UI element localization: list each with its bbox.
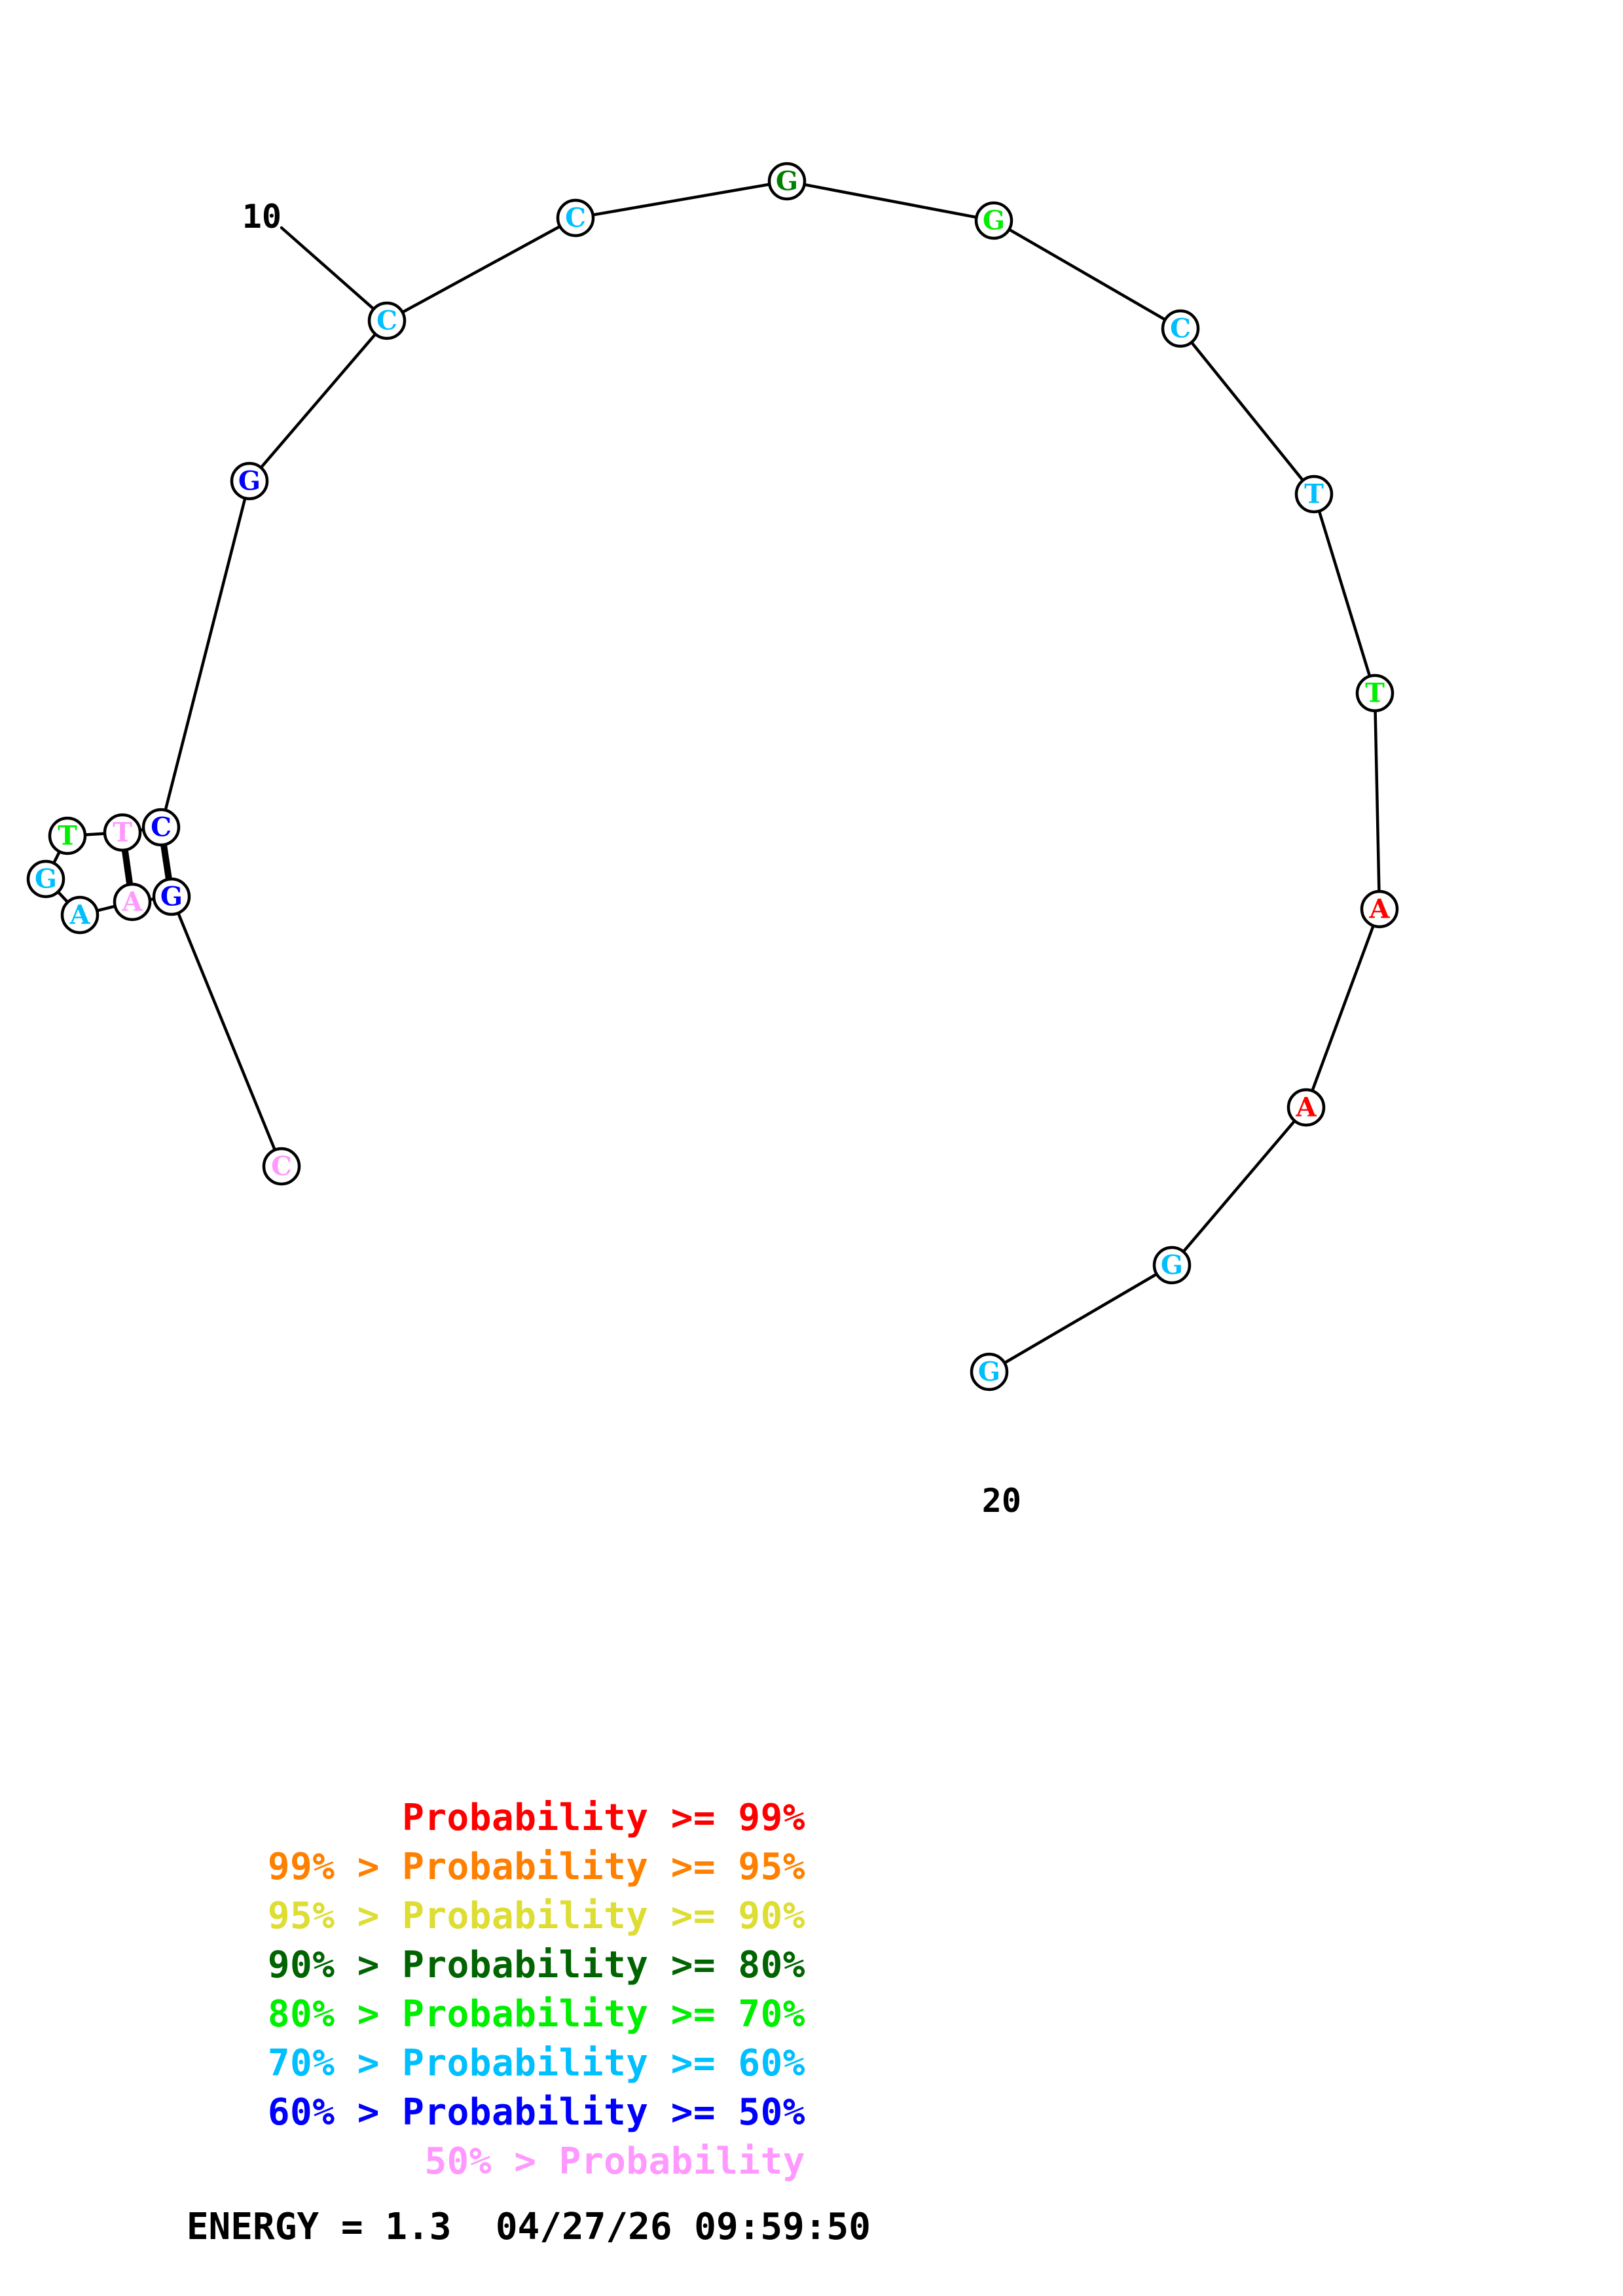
base-circle	[1360, 889, 1399, 929]
base-node-3: A	[113, 882, 152, 922]
legend-row-0: Probability >= 99%	[133, 1797, 805, 1839]
base-circle	[767, 162, 807, 201]
base-node-1: C	[262, 1147, 301, 1186]
base-letter: A	[121, 887, 143, 918]
base-letter: T	[1365, 678, 1385, 709]
index-tick-line	[280, 226, 375, 310]
base-node-5: G	[26, 859, 65, 899]
base-letter: T	[58, 821, 77, 852]
base-node-14: C	[1161, 309, 1200, 348]
base-letter: G	[238, 466, 261, 497]
backbone-segment	[1008, 228, 1167, 321]
base-letter: C	[271, 1151, 292, 1182]
base-letter: C	[565, 203, 586, 234]
base-letter: G	[983, 206, 1005, 236]
index-label-layer: 10 20	[242, 198, 1021, 1520]
base-circle	[367, 301, 407, 340]
index-tick-layer	[280, 226, 991, 1374]
index-label-10: 10	[242, 198, 282, 236]
backbone-segment	[1190, 341, 1304, 482]
legend-row-3: 90% > Probability >= 80%	[267, 1944, 805, 1986]
base-node-18: A	[1286, 1088, 1326, 1127]
backbone-segment	[592, 183, 771, 217]
backbone-segment	[259, 333, 377, 469]
base-circle	[1152, 1246, 1192, 1285]
base-circle	[1161, 309, 1200, 348]
base-node-2: G	[152, 877, 191, 916]
base-node-10: C	[367, 301, 407, 340]
backbone-segment	[1003, 1272, 1158, 1365]
base-circle	[1355, 673, 1395, 713]
base-letter: G	[35, 864, 57, 895]
legend-row-2: 95% > Probability >= 90%	[267, 1895, 805, 1937]
base-circle	[103, 813, 142, 852]
base-letter: C	[1170, 314, 1191, 344]
base-letter: G	[1161, 1250, 1183, 1281]
legend-row-1: 99% > Probability >= 95%	[267, 1846, 805, 1888]
base-circle	[970, 1352, 1009, 1391]
backbone-segment	[1374, 709, 1381, 893]
base-node-20: G	[970, 1352, 1009, 1391]
base-letter: A	[69, 900, 90, 931]
base-circle	[26, 859, 65, 899]
base-pair-bond	[160, 844, 172, 880]
base-letter: G	[160, 882, 183, 912]
base-circle	[141, 808, 181, 847]
base-node-13: G	[974, 201, 1013, 240]
backbone-segment	[401, 225, 561, 314]
backbone-layer	[52, 183, 1381, 1365]
base-circle	[60, 895, 100, 935]
base-circle	[1294, 475, 1334, 514]
base-node-19: G	[1152, 1246, 1192, 1285]
backbone-segment	[1182, 1120, 1296, 1253]
backbone-segment	[164, 497, 247, 812]
backbone-segment	[177, 912, 276, 1151]
base-node-12: G	[767, 162, 807, 201]
base-node-6: T	[48, 816, 87, 855]
legend-row-4: 80% > Probability >= 70%	[267, 1993, 805, 2036]
base-letter: T	[113, 817, 132, 848]
base-circle	[113, 882, 152, 922]
base-node-16: T	[1355, 673, 1395, 713]
legend-row-6: 60% > Probability >= 50%	[267, 2091, 805, 2134]
backbone-segment	[96, 905, 117, 912]
base-circle	[1286, 1088, 1326, 1127]
base-letter: G	[776, 166, 798, 197]
base-circle	[152, 877, 191, 916]
base-letter: C	[376, 306, 397, 336]
base-circle	[230, 461, 269, 501]
base-letter: G	[978, 1357, 1000, 1388]
base-node-17: A	[1360, 889, 1399, 929]
base-letter: A	[1368, 894, 1390, 925]
base-node-7: T	[103, 813, 142, 852]
probability-legend: Probability >= 99% 99% > Probability >= 9…	[0, 1793, 805, 2186]
base-pair-layer	[121, 844, 172, 884]
base-node-8: C	[141, 808, 181, 847]
backbone-segment	[1311, 925, 1375, 1092]
base-letter: T	[1304, 479, 1324, 510]
backbone-segment	[803, 183, 977, 219]
legend-row-7: 50% > Probability	[424, 2140, 805, 2183]
backbone-segment	[1317, 510, 1372, 677]
base-node-11: C	[556, 198, 595, 238]
base-node-15: T	[1294, 475, 1334, 514]
base-circle	[974, 201, 1013, 240]
backbone-segment	[52, 850, 61, 865]
base-letter: A	[1295, 1092, 1317, 1123]
legend-row-5: 70% > Probability >= 60%	[267, 2042, 805, 2085]
base-letter: C	[151, 812, 172, 843]
backbone-segment	[56, 891, 69, 903]
index-label-20: 20	[982, 1482, 1021, 1520]
base-pair-bond	[121, 850, 134, 884]
base-circle	[262, 1147, 301, 1186]
base-circle	[556, 198, 595, 238]
base-circle	[48, 816, 87, 855]
base-node-4: A	[60, 895, 100, 935]
energy-footer: ENERGY = 1.3 04/27/26 09:59:50	[186, 2206, 871, 2248]
backbone-segment	[84, 832, 106, 836]
base-node-9: G	[230, 461, 269, 501]
